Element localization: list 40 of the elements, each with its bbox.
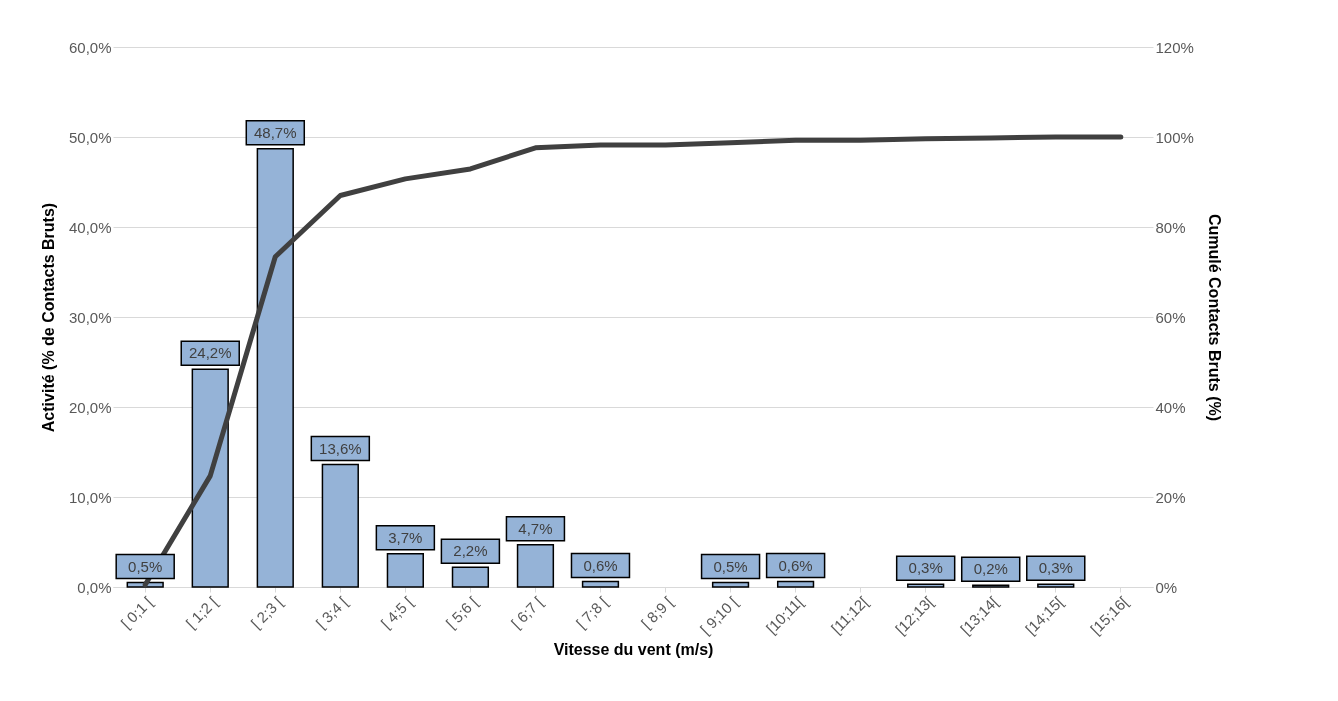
data-label: 4,7% bbox=[518, 519, 553, 537]
x-tick-label: [ 0;1 [ bbox=[117, 592, 157, 632]
data-label: 0,6% bbox=[583, 556, 618, 574]
x-tick-label: [ 8;9 [ bbox=[637, 592, 677, 632]
data-label: 2,2% bbox=[453, 542, 488, 560]
data-label: 24,2% bbox=[188, 344, 232, 362]
x-tick-label: [ 3;4 [ bbox=[312, 592, 352, 632]
y2-tick-label: 0% bbox=[1155, 578, 1178, 596]
data-label: 0,5% bbox=[128, 557, 163, 575]
y2-tick-label: 40% bbox=[1155, 398, 1186, 416]
y-axis-title: Activité (% de Contacts Bruts) bbox=[39, 202, 57, 433]
y-tick-label: 20,0% bbox=[68, 398, 112, 416]
y2-tick-label: 100% bbox=[1155, 128, 1194, 146]
data-label: 48,7% bbox=[254, 123, 297, 141]
y2-tick-label: 20% bbox=[1155, 488, 1186, 506]
data-label: 0,5% bbox=[713, 557, 748, 575]
x-tick-label: [ 9;10 [ bbox=[696, 592, 742, 638]
y-tick-label: 40,0% bbox=[68, 218, 112, 236]
data-label: 0,3% bbox=[908, 559, 943, 577]
x-tick-label: [ 4;5 [ bbox=[377, 592, 417, 632]
y2-tick-label: 80% bbox=[1155, 218, 1186, 236]
data-label: 3,7% bbox=[388, 528, 423, 546]
y-tick-label: 50,0% bbox=[68, 128, 112, 146]
data-label: 13,6% bbox=[319, 439, 362, 457]
y2-tick-label: 60% bbox=[1155, 308, 1186, 326]
y-tick-label: 10,0% bbox=[68, 488, 112, 506]
data-label: 0,3% bbox=[1038, 559, 1073, 577]
x-tick-label: [ 6;7 [ bbox=[507, 592, 547, 632]
x-tick-label: [ 5;6 [ bbox=[442, 592, 482, 632]
x-tick-label: [ 2;3 [ bbox=[247, 592, 287, 632]
y2-axis-title: Cumulé Contacts Bruts (%) bbox=[1205, 213, 1223, 422]
y-tick-label: 60,0% bbox=[68, 38, 112, 56]
y-tick-label: 30,0% bbox=[68, 308, 112, 326]
y2-tick-label: 120% bbox=[1155, 38, 1194, 56]
data-label: 0,6% bbox=[778, 556, 813, 574]
y-tick-label: 0,0% bbox=[77, 578, 112, 596]
data-label: 0,2% bbox=[973, 560, 1008, 578]
x-tick-label: [ 1;2 [ bbox=[182, 592, 222, 632]
x-tick-label: [ 7;8 [ bbox=[572, 592, 612, 632]
x-axis-title: Vitesse du vent (m/s) bbox=[553, 640, 714, 658]
